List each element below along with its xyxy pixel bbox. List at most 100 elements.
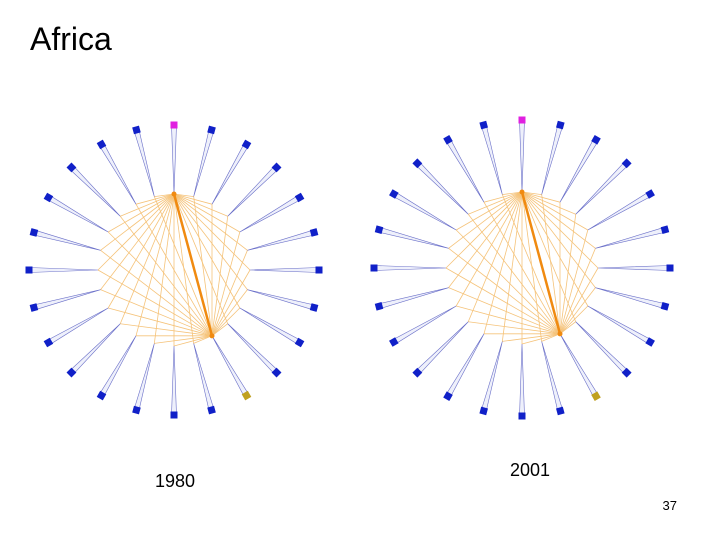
spoke [575, 321, 629, 375]
node [241, 390, 252, 401]
spoke [32, 229, 101, 251]
edge [521, 333, 561, 345]
hub [171, 191, 177, 197]
edge [483, 191, 523, 334]
spoke [519, 343, 525, 417]
node [556, 120, 565, 130]
edge [154, 193, 175, 197]
edge [107, 231, 213, 337]
strong-edge [172, 193, 214, 337]
spoke [595, 287, 666, 310]
node [96, 390, 107, 401]
spoke [519, 119, 525, 193]
node [207, 405, 216, 415]
node [29, 303, 39, 312]
edge [521, 191, 577, 322]
edge [541, 194, 561, 334]
spoke [373, 265, 447, 271]
edge [119, 216, 213, 337]
spoke [587, 305, 652, 345]
edge [135, 193, 175, 336]
spoke [133, 128, 155, 197]
panel-label: 1980 [155, 471, 195, 491]
edge [173, 193, 248, 251]
edge [521, 191, 576, 215]
node [170, 411, 178, 419]
node [43, 192, 54, 203]
node [412, 158, 423, 169]
edge [193, 335, 213, 344]
edge [100, 289, 213, 337]
node [645, 337, 655, 347]
spoke [378, 287, 449, 310]
spoke [239, 307, 302, 346]
edge [521, 191, 596, 288]
spoke [480, 341, 503, 412]
strong-edge [520, 191, 562, 335]
spoke [445, 138, 485, 203]
node [412, 367, 423, 378]
edge [521, 191, 561, 203]
edge [559, 214, 577, 334]
edge [154, 335, 213, 344]
edge [211, 269, 251, 337]
edge [468, 191, 523, 215]
spoke [445, 333, 485, 398]
node [556, 406, 565, 416]
spoke [392, 305, 457, 345]
edge [153, 196, 213, 336]
hub [209, 333, 215, 339]
edge [173, 193, 241, 309]
node [170, 121, 178, 129]
edge [468, 321, 561, 335]
edge [97, 269, 213, 337]
edge [173, 193, 194, 197]
node [309, 228, 319, 237]
edge [173, 193, 229, 324]
spoke [559, 138, 599, 203]
edge [559, 287, 596, 335]
spoke [247, 229, 316, 251]
edge [455, 229, 561, 335]
node [443, 391, 453, 401]
edge [521, 191, 599, 269]
spoke [46, 194, 109, 233]
spoke [415, 321, 469, 375]
edge [173, 335, 213, 347]
edge [211, 216, 229, 336]
spoke [480, 124, 503, 195]
edge [467, 191, 523, 322]
node [660, 225, 670, 234]
spoke [559, 333, 599, 398]
spoke [239, 194, 302, 233]
network-diagram [370, 116, 674, 420]
node [621, 158, 632, 169]
edge [100, 193, 175, 290]
hub [557, 331, 563, 337]
spoke [171, 124, 177, 195]
edge [97, 193, 175, 271]
node [621, 367, 632, 378]
edge [502, 191, 523, 195]
spoke [597, 265, 671, 271]
spoke [98, 142, 137, 205]
spoke [46, 307, 109, 346]
edge [100, 250, 213, 337]
edge [521, 191, 542, 195]
edge [521, 191, 589, 231]
spoke [227, 323, 279, 375]
node [132, 125, 141, 135]
spoke [193, 128, 215, 197]
slide-title: Africa [30, 21, 112, 57]
spoke [392, 191, 457, 231]
edge [153, 193, 175, 344]
edge [193, 196, 213, 336]
panel-label: 2001 [510, 460, 550, 480]
node [271, 367, 282, 378]
edge [448, 191, 523, 249]
node [43, 337, 54, 348]
edge [483, 201, 561, 335]
node [479, 406, 488, 416]
node [370, 264, 378, 272]
